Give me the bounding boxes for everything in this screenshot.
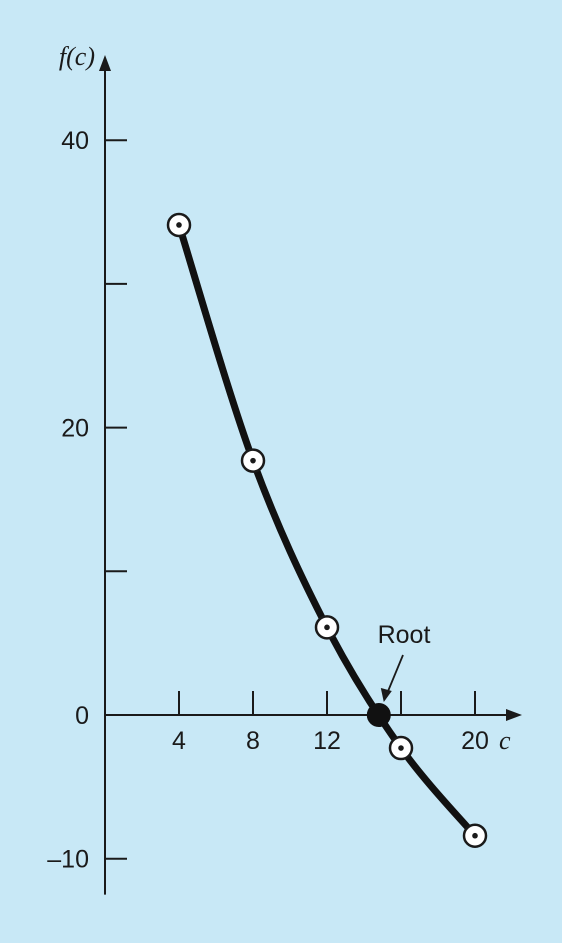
- y-tick-label-0: 0: [75, 702, 89, 730]
- data-point-center: [398, 745, 404, 751]
- data-point-center: [250, 457, 256, 464]
- data-point-center: [472, 832, 478, 839]
- data-point-5: [462, 823, 488, 848]
- data-point-4: [388, 735, 414, 761]
- data-point-center: [324, 624, 330, 631]
- x-axis-arrow: [506, 709, 522, 721]
- x-tick-label-8: 8: [246, 727, 260, 755]
- x-tick-label-12: 12: [313, 727, 341, 755]
- curve-layer: [175, 221, 479, 840]
- data-point-2: [240, 448, 266, 473]
- data-point-center: [176, 222, 182, 228]
- x-tick-label-4: 4: [172, 727, 186, 755]
- x-axis-title: c: [499, 726, 511, 755]
- y-tick-label-20: 20: [61, 415, 89, 443]
- points-layer: [166, 212, 488, 848]
- annotation-layer: Root: [378, 621, 431, 702]
- axes-layer: f(c) c –10 0 20 40 4 8 12 20: [47, 42, 522, 895]
- root-label: Root: [378, 621, 431, 649]
- x-tick-label-20: 20: [461, 727, 489, 755]
- y-axis-title: f(c): [59, 42, 95, 71]
- y-tick-label-40: 40: [61, 127, 89, 155]
- data-point-1: [166, 212, 192, 238]
- data-point-3: [314, 615, 340, 640]
- y-axis-arrow: [99, 55, 111, 71]
- y-tick-label--10: –10: [47, 846, 89, 874]
- function-curve: [175, 221, 479, 840]
- root-arrow-head: [380, 688, 392, 702]
- root-marker: [366, 703, 391, 727]
